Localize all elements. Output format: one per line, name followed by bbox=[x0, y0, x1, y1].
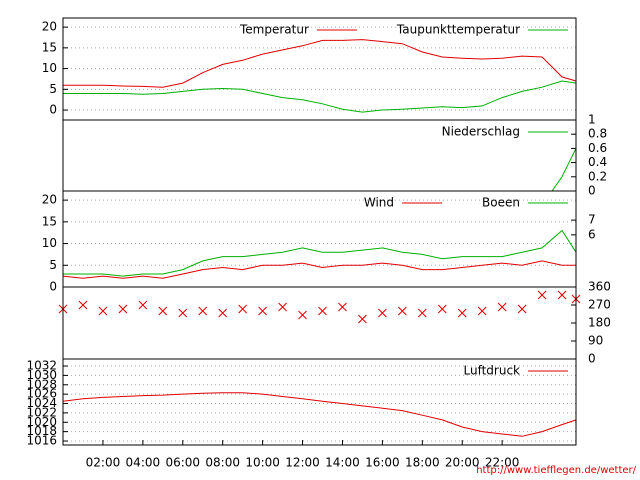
y2-tick-label: 360 bbox=[588, 280, 611, 294]
x-tick-label: 20:00 bbox=[445, 456, 480, 470]
point bbox=[378, 308, 387, 318]
y2-tick-label: 270 bbox=[588, 298, 611, 312]
series-line bbox=[63, 148, 577, 192]
point bbox=[557, 290, 567, 300]
legend-label: Temperatur bbox=[239, 23, 309, 37]
y2-tick-label: 1 bbox=[588, 113, 596, 127]
series-line bbox=[63, 229, 577, 277]
legend-label: Luftdruck bbox=[463, 364, 520, 378]
y2-tick-label: 0.8 bbox=[588, 127, 607, 141]
point bbox=[278, 302, 287, 312]
y-tick-label: 5 bbox=[49, 82, 57, 96]
y-tick-label: 10 bbox=[42, 236, 57, 250]
x-tick-label: 22:00 bbox=[485, 456, 520, 470]
x-tick-label: 12:00 bbox=[285, 456, 320, 470]
y2-tick-label: 0 bbox=[588, 352, 596, 366]
y-tick-label: 1028 bbox=[26, 377, 57, 391]
legend-label: Taupunkttemperatur bbox=[396, 23, 520, 37]
y-tick-label: 1018 bbox=[26, 424, 57, 438]
x-tick-label: 02:00 bbox=[86, 456, 121, 470]
y-tick-label: 20 bbox=[42, 193, 57, 207]
y-tick-label: 1024 bbox=[26, 396, 57, 410]
legend-label: Niederschlag bbox=[442, 125, 520, 139]
point bbox=[238, 304, 248, 314]
point bbox=[537, 290, 547, 300]
x-tick-label: 10:00 bbox=[245, 456, 280, 470]
y-tick-label: 0 bbox=[49, 280, 57, 294]
panel-frame bbox=[62, 286, 577, 360]
y-tick-label: 1016 bbox=[26, 434, 57, 448]
legend-label: Wind bbox=[364, 196, 394, 210]
y-tick-label: 10 bbox=[42, 61, 57, 75]
point bbox=[358, 314, 367, 324]
y2-tick-label: 6 bbox=[588, 227, 596, 241]
y-tick-label: 1020 bbox=[26, 415, 57, 429]
point bbox=[158, 306, 168, 316]
point bbox=[118, 304, 128, 314]
point bbox=[218, 308, 228, 318]
point bbox=[437, 304, 447, 314]
point bbox=[338, 302, 347, 312]
y-tick-label: 1022 bbox=[26, 405, 57, 419]
y2-tick-label: 0.2 bbox=[588, 169, 607, 183]
y2-tick-label: 180 bbox=[588, 316, 611, 330]
footer-url: http://www.tiefflegen.de/wetter/ bbox=[476, 465, 636, 476]
x-tick-label: 14:00 bbox=[325, 456, 360, 470]
point bbox=[457, 308, 467, 318]
point bbox=[318, 306, 327, 316]
x-tick-label: 04:00 bbox=[126, 456, 161, 470]
point bbox=[178, 308, 188, 318]
series-line bbox=[62, 392, 577, 437]
x-tick-label: 16:00 bbox=[365, 456, 400, 470]
y2-tick-label: 7 bbox=[588, 213, 596, 227]
point bbox=[298, 310, 307, 320]
y-tick-label: 1032 bbox=[26, 359, 57, 373]
point bbox=[397, 306, 407, 316]
x-tick-label: 06:00 bbox=[165, 456, 200, 470]
point bbox=[477, 306, 487, 316]
y2-tick-label: 0.6 bbox=[588, 141, 607, 155]
point bbox=[417, 308, 427, 318]
y-tick-label: 5 bbox=[49, 258, 57, 272]
y-tick-label: 1026 bbox=[26, 387, 57, 401]
x-tick-label: 18:00 bbox=[405, 456, 440, 470]
y-tick-label: 0 bbox=[49, 103, 57, 117]
series-line bbox=[63, 80, 577, 113]
panel-frame bbox=[62, 358, 577, 446]
y-tick-label: 15 bbox=[42, 40, 57, 54]
point bbox=[517, 304, 527, 314]
y2-tick-label: 0.4 bbox=[588, 155, 607, 169]
point bbox=[497, 302, 507, 312]
y-tick-label: 20 bbox=[42, 20, 57, 34]
y-tick-label: 15 bbox=[42, 214, 57, 228]
point bbox=[138, 300, 148, 310]
series-line bbox=[62, 260, 576, 279]
y2-tick-label: 90 bbox=[588, 334, 603, 348]
y2-tick-label: 0 bbox=[588, 184, 596, 198]
point bbox=[78, 300, 88, 310]
point bbox=[98, 306, 108, 316]
x-tick-label: 08:00 bbox=[205, 456, 240, 470]
point bbox=[258, 306, 267, 316]
series-line bbox=[63, 39, 577, 88]
legend-label: Boeen bbox=[482, 196, 520, 210]
point bbox=[198, 306, 208, 316]
y-tick-label: 1030 bbox=[26, 368, 57, 382]
